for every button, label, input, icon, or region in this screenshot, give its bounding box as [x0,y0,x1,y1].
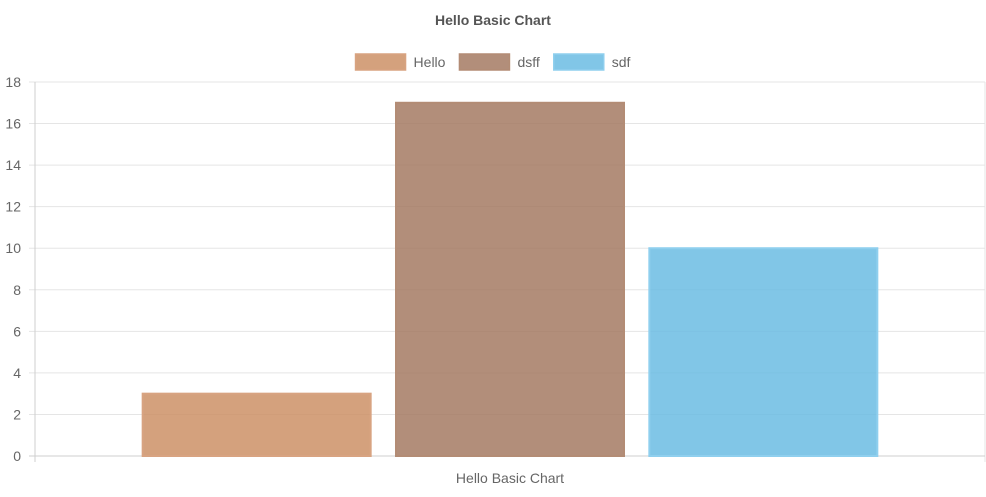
bars [141,101,879,458]
y-tick-label: 2 [13,406,21,422]
x-tick-label: Hello Basic Chart [456,470,564,486]
legend-label-sdf[interactable]: sdf [612,54,631,70]
legend-label-hello[interactable]: Hello [414,54,446,70]
legend-swatch-hello[interactable] [354,53,407,71]
legend: Hello dsff sdf [354,53,631,71]
y-tick-label: 12 [5,199,21,215]
y-tick-label: 10 [5,240,21,256]
y-tick-label: 18 [5,74,21,90]
bar-dsff [395,101,625,458]
y-tick-label: 14 [5,157,21,173]
y-tick-label: 16 [5,116,21,132]
legend-label-dsff[interactable]: dsff [517,54,539,70]
y-tick-label: 6 [13,323,21,339]
bar-hello [141,392,372,457]
x-axis: Hello Basic Chart [456,470,564,486]
y-tick-label: 8 [13,282,21,298]
bar-sdf [648,247,879,457]
y-tick-label: 4 [13,365,21,381]
legend-swatch-sdf[interactable] [553,53,605,71]
legend-swatch-dsff[interactable] [458,53,511,71]
y-axis: 0 2 4 6 8 10 12 14 16 18 [5,74,21,464]
chart-title: Hello Basic Chart [435,12,551,28]
y-tick-label: 0 [13,448,21,464]
